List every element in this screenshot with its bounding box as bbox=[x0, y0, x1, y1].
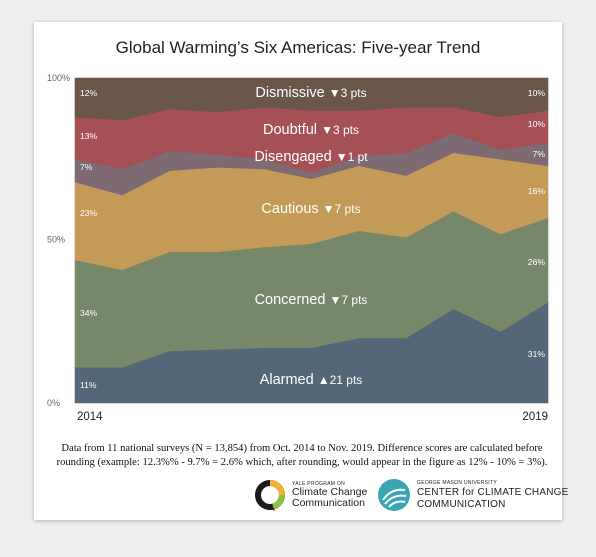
x-label-end: 2019 bbox=[522, 411, 548, 423]
series-label-cautious: Cautious ▼7 pts bbox=[261, 201, 360, 217]
gmu-line-1: CENTER for CLIMATE CHANGE bbox=[417, 486, 569, 498]
y-tick-label: 0% bbox=[47, 398, 60, 408]
series-label-concerned: Concerned ▼7 pts bbox=[255, 292, 368, 308]
gmu-burst-icon bbox=[378, 479, 410, 511]
gmu-logo: GEORGE MASON UNIVERSITY CENTER for CLIMA… bbox=[377, 478, 569, 512]
end-label-concerned: 26% bbox=[528, 257, 546, 267]
start-label-cautious: 23% bbox=[80, 208, 98, 218]
yale-logo: YALE PROGRAM ON Climate Change Communica… bbox=[253, 478, 367, 512]
footnote-line-1: Data from 11 national surveys (N = 13,85… bbox=[61, 443, 543, 454]
footnote-line-2: rounding (example: 12.3%% - 9.7% = 2.6% … bbox=[56, 457, 548, 468]
yale-line-2: Communication bbox=[292, 497, 365, 509]
area-dismissive bbox=[74, 77, 549, 121]
yale-ring-icon bbox=[255, 480, 285, 511]
start-label-dismissive: 12% bbox=[80, 88, 98, 98]
series-label-doubtful: Doubtful ▼3 pts bbox=[263, 122, 359, 138]
x-label-start: 2014 bbox=[77, 411, 103, 423]
gmu-small-label: GEORGE MASON UNIVERSITY bbox=[417, 479, 497, 486]
yale-line-1: Climate Change bbox=[292, 486, 368, 498]
end-label-alarmed: 31% bbox=[528, 349, 546, 359]
series-label-alarmed: Alarmed ▲21 pts bbox=[260, 372, 363, 388]
series-label-dismissive: Dismissive ▼3 pts bbox=[255, 85, 366, 101]
y-tick-label: 50% bbox=[47, 235, 65, 245]
end-label-doubtful: 10% bbox=[528, 119, 546, 129]
series-label-disengaged: Disengaged ▼1 pt bbox=[254, 149, 368, 165]
chart-title: Global Warming’s Six Americas: Five-year… bbox=[115, 38, 481, 57]
start-label-concerned: 34% bbox=[80, 308, 98, 318]
y-tick-label: 100% bbox=[47, 73, 70, 83]
end-label-cautious: 16% bbox=[528, 186, 546, 196]
footnote: Data from 11 national surveys (N = 13,85… bbox=[52, 442, 552, 470]
end-label-disengaged: 7% bbox=[533, 149, 546, 159]
yale-small-label: YALE PROGRAM ON bbox=[292, 481, 346, 487]
start-label-disengaged: 7% bbox=[80, 162, 93, 172]
start-label-alarmed: 11% bbox=[80, 380, 97, 390]
start-label-doubtful: 13% bbox=[80, 131, 98, 141]
end-label-dismissive: 10% bbox=[528, 88, 546, 98]
gmu-line-2: COMMUNICATION bbox=[417, 498, 506, 510]
